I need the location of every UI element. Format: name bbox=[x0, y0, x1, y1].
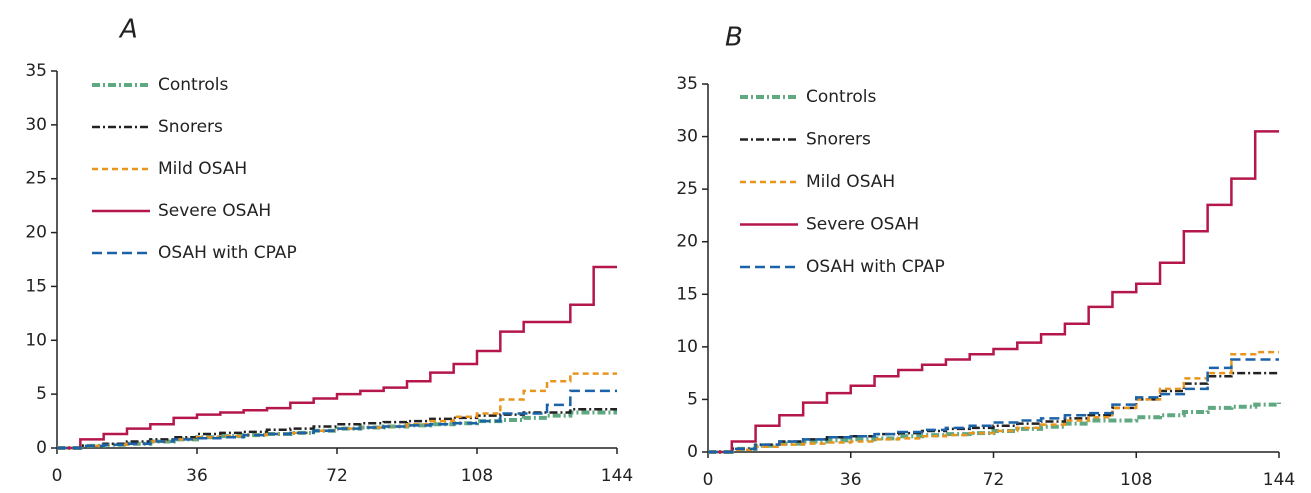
y-tick-label: 35 bbox=[676, 74, 698, 94]
y-tick-label: 5 bbox=[36, 384, 47, 404]
x-tick-label: 0 bbox=[703, 470, 714, 490]
y-tick-label: 20 bbox=[25, 223, 47, 243]
y-tick-label: 15 bbox=[676, 284, 698, 304]
panel-title: B bbox=[725, 23, 743, 53]
y-tick-label: 0 bbox=[687, 442, 698, 462]
y-tick-label: 25 bbox=[25, 169, 47, 189]
y-tick-label: 25 bbox=[676, 179, 698, 199]
series-line bbox=[57, 372, 617, 450]
y-tick-label: 10 bbox=[25, 330, 47, 350]
y-tick-label: 30 bbox=[25, 115, 47, 135]
x-tick-label: 108 bbox=[461, 466, 493, 486]
x-tick-label: 144 bbox=[1263, 470, 1295, 490]
panel-title: A bbox=[118, 15, 138, 45]
x-tick-label: 108 bbox=[1120, 470, 1152, 490]
series-line bbox=[57, 389, 617, 450]
y-tick-label: 0 bbox=[36, 438, 47, 458]
y-tick-label: 20 bbox=[676, 232, 698, 252]
legend-label: Severe OSAH bbox=[806, 215, 919, 235]
legend-label: Severe OSAH bbox=[158, 201, 271, 221]
series-line bbox=[57, 265, 617, 450]
y-tick-label: 5 bbox=[687, 389, 698, 409]
y-tick-label: 10 bbox=[676, 337, 698, 357]
y-tick-label: 35 bbox=[25, 61, 47, 81]
legend-label: Mild OSAH bbox=[158, 159, 247, 179]
x-tick-label: 72 bbox=[326, 466, 348, 486]
x-tick-label: 72 bbox=[983, 470, 1005, 490]
x-tick-label: 0 bbox=[52, 466, 63, 486]
legend-label: Snorers bbox=[158, 117, 223, 137]
y-tick-label: 30 bbox=[676, 127, 698, 147]
legend-label: Mild OSAH bbox=[806, 172, 895, 192]
series-line bbox=[708, 371, 1279, 454]
x-tick-label: 36 bbox=[186, 466, 208, 486]
series-line bbox=[57, 410, 617, 450]
legend-label: OSAH with CPAP bbox=[158, 243, 297, 263]
legend-label: Controls bbox=[158, 75, 228, 95]
series-line bbox=[708, 350, 1279, 454]
y-tick-label: 15 bbox=[25, 276, 47, 296]
series-line bbox=[708, 130, 1279, 454]
x-tick-label: 36 bbox=[840, 470, 862, 490]
series-line bbox=[708, 358, 1279, 454]
legend-label: Controls bbox=[806, 87, 876, 107]
x-tick-label: 144 bbox=[601, 466, 633, 486]
legend-label: Snorers bbox=[806, 130, 871, 150]
legend-label: OSAH with CPAP bbox=[806, 257, 945, 277]
